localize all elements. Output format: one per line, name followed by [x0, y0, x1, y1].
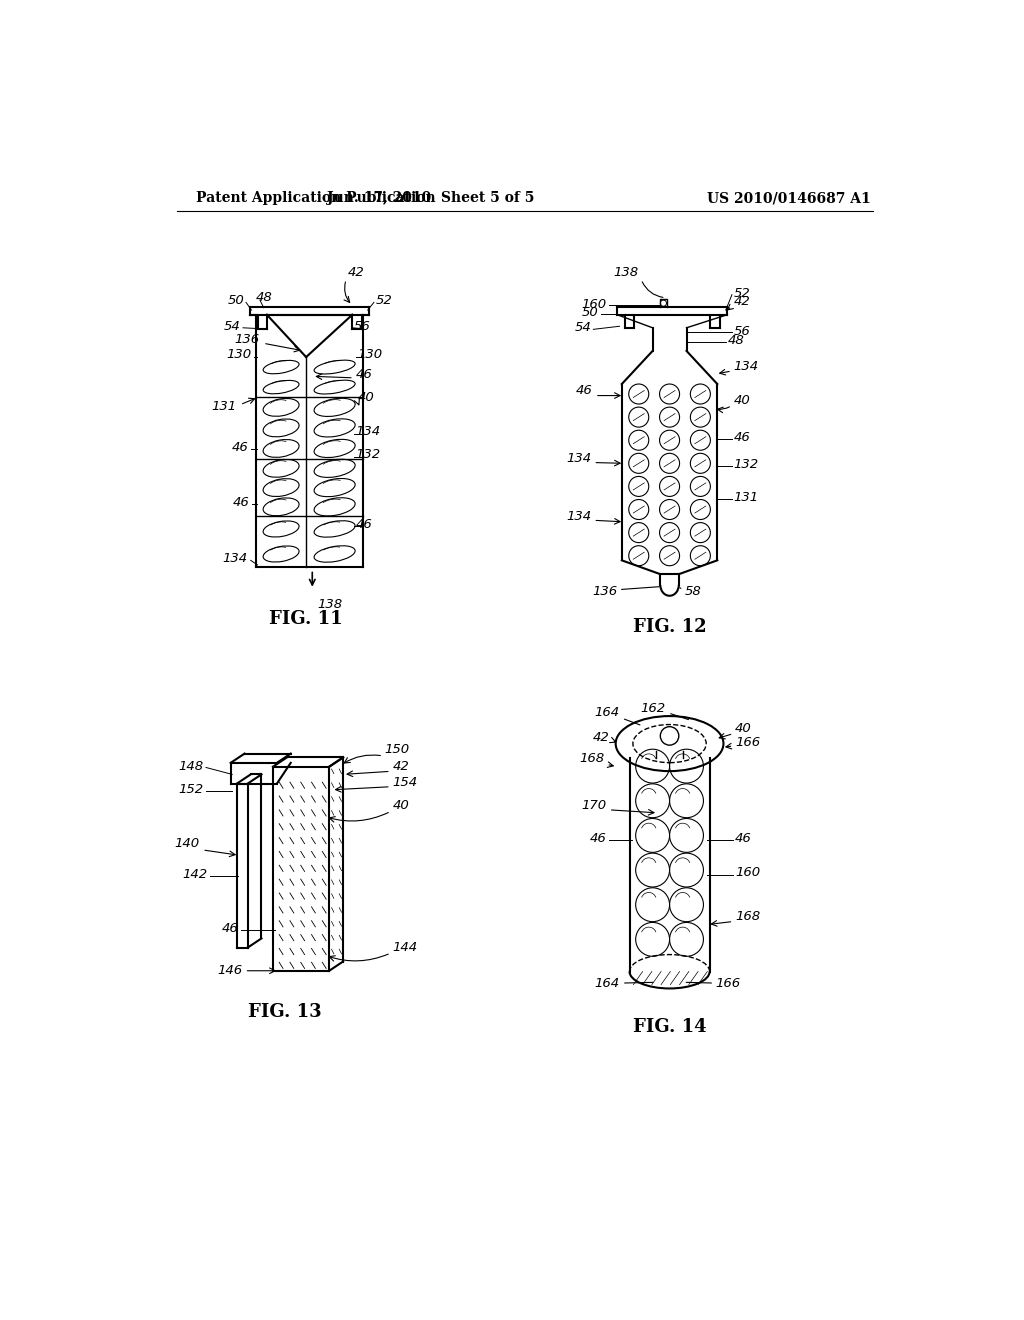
Text: 56: 56 [733, 325, 751, 338]
Text: 131: 131 [733, 491, 759, 504]
Text: 152: 152 [178, 783, 204, 796]
Text: 52: 52 [733, 286, 751, 300]
Text: 42: 42 [392, 760, 410, 774]
Text: 42: 42 [348, 265, 365, 279]
Text: 40: 40 [357, 391, 375, 404]
Text: 168: 168 [579, 752, 604, 766]
Text: 166: 166 [735, 735, 760, 748]
Text: 160: 160 [735, 866, 760, 879]
Text: 58: 58 [685, 585, 701, 598]
Text: 132: 132 [355, 449, 381, 462]
Text: 40: 40 [392, 799, 410, 812]
Text: Patent Application Publication: Patent Application Publication [196, 191, 435, 206]
Text: 50: 50 [582, 306, 599, 319]
Text: 131: 131 [212, 400, 237, 413]
Text: 50: 50 [227, 294, 245, 308]
Text: FIG. 11: FIG. 11 [269, 610, 343, 628]
Text: 42: 42 [593, 731, 609, 744]
Text: 52: 52 [376, 294, 392, 308]
Text: 42: 42 [733, 296, 751, 308]
Text: 130: 130 [357, 348, 383, 362]
Text: 46: 46 [355, 367, 372, 380]
Text: 46: 46 [733, 430, 751, 444]
Text: FIG. 12: FIG. 12 [633, 618, 707, 635]
Text: 138: 138 [613, 265, 639, 279]
Text: 160: 160 [582, 298, 606, 312]
Text: 48: 48 [727, 334, 744, 347]
Text: 134: 134 [566, 453, 591, 465]
Text: 136: 136 [234, 333, 260, 346]
Text: 140: 140 [175, 837, 200, 850]
Text: 40: 40 [735, 722, 752, 735]
Text: 170: 170 [582, 799, 606, 812]
Text: 48: 48 [256, 292, 272, 305]
Text: 166: 166 [716, 977, 741, 990]
Text: 148: 148 [178, 760, 204, 774]
Text: 134: 134 [733, 360, 759, 372]
Text: 40: 40 [733, 395, 751, 408]
Text: US 2010/0146687 A1: US 2010/0146687 A1 [707, 191, 870, 206]
Text: 46: 46 [590, 832, 606, 845]
Text: 46: 46 [233, 496, 250, 510]
Text: 142: 142 [182, 869, 208, 880]
Text: 54: 54 [574, 321, 591, 334]
Text: 46: 46 [575, 384, 593, 397]
Text: 134: 134 [566, 510, 591, 523]
Text: 164: 164 [594, 977, 620, 990]
Text: 144: 144 [392, 941, 418, 954]
Text: 130: 130 [226, 348, 252, 362]
Text: 134: 134 [222, 552, 248, 565]
Text: 134: 134 [355, 425, 381, 438]
Text: 138: 138 [316, 598, 342, 611]
Text: 136: 136 [592, 585, 617, 598]
Text: 154: 154 [392, 776, 418, 788]
Text: 46: 46 [231, 441, 249, 454]
Text: 54: 54 [224, 319, 241, 333]
Text: 132: 132 [733, 458, 759, 471]
Text: 168: 168 [735, 911, 760, 924]
Text: 46: 46 [221, 921, 239, 935]
Text: FIG. 14: FIG. 14 [633, 1018, 707, 1036]
Text: 162: 162 [641, 702, 666, 714]
Text: 46: 46 [355, 517, 372, 531]
Text: Jun. 17, 2010  Sheet 5 of 5: Jun. 17, 2010 Sheet 5 of 5 [328, 191, 535, 206]
Text: 146: 146 [217, 964, 243, 977]
Text: 56: 56 [354, 319, 371, 333]
Text: 150: 150 [385, 743, 410, 756]
Text: 46: 46 [735, 832, 752, 845]
Text: 164: 164 [594, 706, 620, 719]
Text: FIG. 13: FIG. 13 [248, 1003, 322, 1020]
